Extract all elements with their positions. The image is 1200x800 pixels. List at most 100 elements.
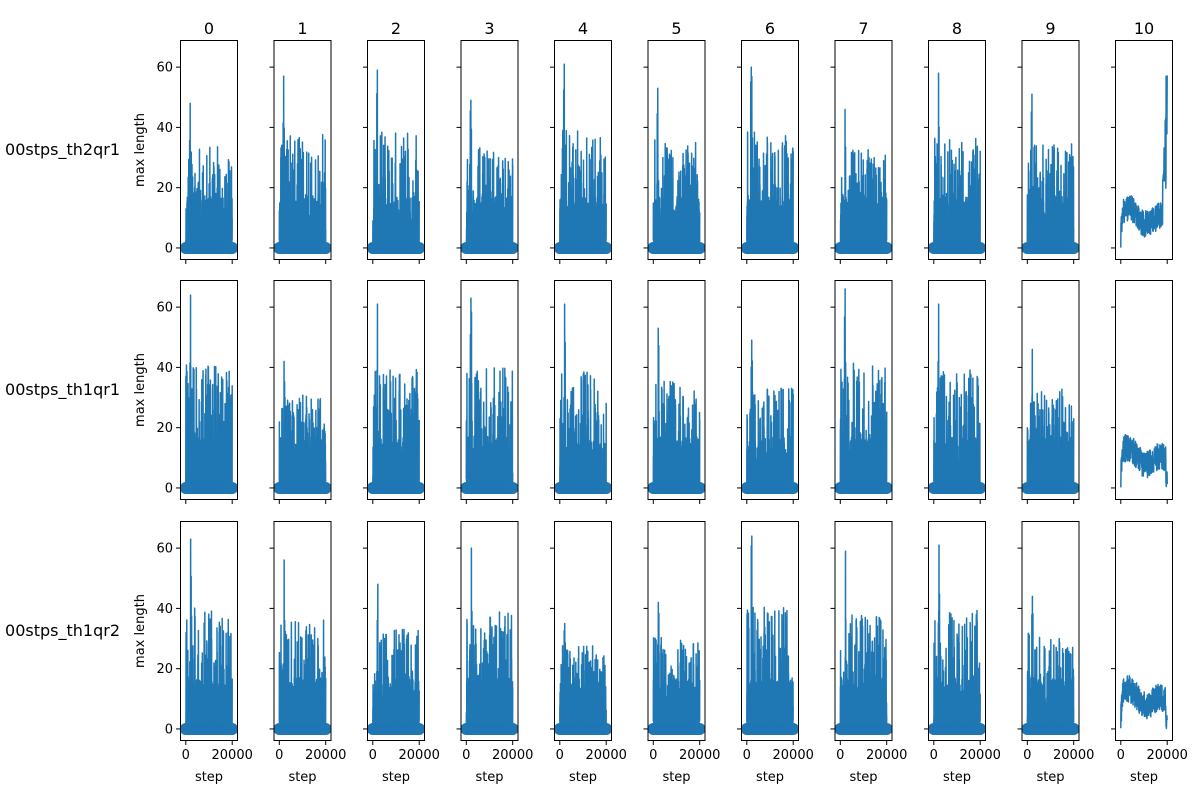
zero-marker [787,722,799,735]
subplot-r0-c4 [550,40,612,264]
x-tick-label: 20000 [305,748,346,763]
subplot-r2-c5: 0 20000 [643,521,720,763]
series-line [933,544,981,730]
subplot-r0-c8 [924,40,986,264]
zero-marker [1067,241,1080,254]
subplot-r1-c4 [550,280,612,504]
axes-frame [834,280,893,500]
plot-area [180,538,238,735]
series-line [652,327,701,489]
row-label-1: 00stps_th1qr1 [5,380,120,400]
subplot-r2-c0: 0 20 40 60 0 20000 [156,521,253,763]
axes-frame [554,521,612,741]
column-title-1: 1 [297,19,307,38]
zero-marker [974,241,986,254]
x-axis-label: step [288,770,316,785]
column-title-7: 7 [858,19,868,38]
y-tick-label: 60 [156,542,173,557]
series-line [185,294,233,489]
zero-marker [693,722,706,735]
plot-area [1120,675,1168,730]
plot-area [367,69,425,254]
axes-frame [1021,40,1080,260]
axes-frame [741,521,799,741]
plot-area [460,547,519,735]
zero-marker [506,481,519,494]
series-line [746,339,794,489]
column-title-8: 8 [952,19,962,38]
x-tick-label: 20000 [1053,748,1094,763]
subplot-r2-c6: 0 20000 [737,521,814,763]
x-tick-label: 20000 [960,748,1001,763]
zero-marker [413,722,425,735]
y-axis-label: max length [133,113,148,187]
x-tick-label: 20000 [679,748,720,763]
subplot-r0-c0: 0 20 40 60 [156,40,238,264]
series-line [559,63,607,249]
series-line [1120,433,1168,488]
y-tick-label: 60 [156,61,173,76]
column-title-0: 0 [204,19,214,38]
x-axis-label: step [756,770,784,785]
series-line [1026,93,1075,249]
subplot-r0-c9 [1017,40,1080,264]
zero-marker [319,722,332,735]
series-line [746,66,794,249]
series-line [1120,675,1168,730]
column-title-9: 9 [1045,19,1055,38]
zero-marker [413,481,425,494]
axes-frame [273,280,332,500]
axes-frame [928,280,986,500]
zero-marker [880,241,893,254]
zero-marker [1067,481,1080,494]
zero-marker [319,481,332,494]
axes-frame [180,521,238,741]
axes-frame [647,280,706,500]
subplot-r1-c1 [269,280,332,504]
series-line [465,547,514,730]
x-tick-label: 0 [182,748,190,763]
zero-marker [226,481,238,494]
axes-frame [647,521,706,741]
plot-area [367,303,425,494]
zero-marker [413,241,425,254]
series-line [933,72,981,249]
plot-area [180,294,238,494]
zero-marker [319,241,332,254]
series-line [559,303,607,489]
plot-area [741,66,799,254]
zero-marker [226,241,238,254]
x-axis-label: step [382,770,410,785]
series-line [839,550,888,730]
y-tick-label: 0 [165,241,173,256]
subplot-r0-c6 [737,40,799,264]
x-tick-label: 0 [462,748,470,763]
y-tick-label: 20 [156,662,173,677]
zero-marker [693,481,706,494]
subplot-r0-c3 [456,40,519,264]
subplot-r1-c10 [1111,280,1173,504]
column-title-3: 3 [484,19,494,38]
plot-area [928,72,986,254]
subplot-r1-c5 [643,280,706,504]
column-title-2: 2 [391,19,401,38]
column-title-5: 5 [671,19,681,38]
x-axis-label: step [475,770,503,785]
y-tick-label: 40 [156,121,173,136]
x-tick-label: 0 [369,748,377,763]
x-axis-label: step [1036,770,1064,785]
zero-marker [974,481,986,494]
x-axis-label: step [662,770,690,785]
x-tick-label: 0 [275,748,283,763]
axes-frame [554,40,612,260]
axes-frame [741,280,799,500]
axes-frame [1021,521,1080,741]
y-tick-label: 0 [165,722,173,737]
plot-area [1120,75,1168,248]
x-tick-label: 20000 [773,748,814,763]
x-tick-label: 20000 [212,748,253,763]
plot-area [834,288,893,494]
subplot-r1-c2 [363,280,425,504]
axes-frame [367,521,425,741]
series-line [278,360,327,489]
